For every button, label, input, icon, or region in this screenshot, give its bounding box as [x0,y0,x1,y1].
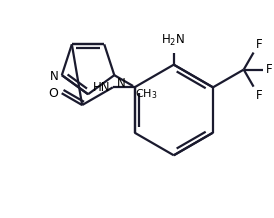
Text: H$_2$N: H$_2$N [161,33,185,48]
Text: N: N [50,70,59,83]
Text: CH$_3$: CH$_3$ [135,87,158,101]
Text: F: F [266,63,272,76]
Text: F: F [256,89,262,102]
Text: N: N [117,77,126,90]
Text: F: F [256,37,262,51]
Text: O: O [48,87,58,100]
Text: HN: HN [92,81,110,94]
